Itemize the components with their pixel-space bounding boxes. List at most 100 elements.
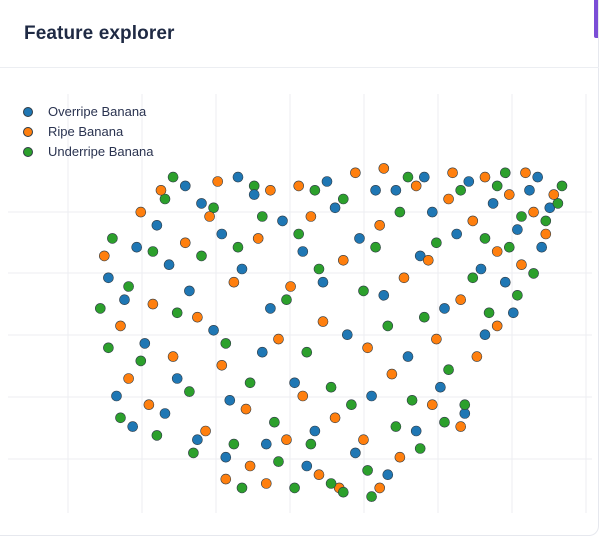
- scatter-point-series-0[interactable]: [297, 246, 309, 257]
- scatter-point-series-2[interactable]: [309, 185, 321, 196]
- scatter-point-series-1[interactable]: [167, 351, 179, 362]
- scatter-point-series-0[interactable]: [260, 438, 272, 450]
- scatter-point-series-0[interactable]: [418, 171, 430, 183]
- scatter-point-series-2[interactable]: [269, 416, 280, 428]
- scatter-point-series-2[interactable]: [293, 228, 305, 240]
- scatter-point-series-0[interactable]: [171, 373, 183, 384]
- scatter-point-series-0[interactable]: [532, 171, 544, 183]
- scatter-point-series-1[interactable]: [455, 421, 467, 432]
- scatter-point-series-0[interactable]: [378, 290, 390, 301]
- scatter-point-series-2[interactable]: [325, 478, 337, 489]
- scatter-point-series-2[interactable]: [459, 399, 471, 411]
- scatter-point-series-1[interactable]: [192, 311, 203, 323]
- scatter-point-series-2[interactable]: [115, 412, 126, 424]
- scatter-point-series-2[interactable]: [366, 491, 377, 502]
- scatter-point-series-2[interactable]: [171, 307, 183, 319]
- scatter-point-series-2[interactable]: [431, 237, 442, 249]
- scatter-point-series-2[interactable]: [289, 482, 300, 494]
- scatter-point-series-1[interactable]: [220, 473, 232, 485]
- scatter-point-series-2[interactable]: [406, 394, 418, 406]
- scatter-point-series-1[interactable]: [265, 185, 276, 196]
- scatter-point-series-1[interactable]: [147, 298, 159, 310]
- scatter-point-series-0[interactable]: [265, 303, 276, 314]
- scatter-point-series-1[interactable]: [260, 478, 272, 489]
- scatter-point-series-1[interactable]: [491, 246, 503, 257]
- scatter-point-series-1[interactable]: [426, 399, 438, 411]
- scatter-point-series-2[interactable]: [503, 241, 515, 253]
- scatter-point-series-2[interactable]: [236, 482, 248, 494]
- scatter-point-series-0[interactable]: [317, 276, 329, 288]
- scatter-point-series-0[interactable]: [354, 233, 365, 244]
- scatter-point-series-2[interactable]: [273, 456, 284, 467]
- scatter-point-series-0[interactable]: [159, 408, 171, 419]
- scatter-point-series-2[interactable]: [228, 438, 240, 450]
- scatter-point-series-0[interactable]: [341, 329, 353, 341]
- scatter-point-series-0[interactable]: [163, 259, 175, 270]
- scatter-point-series-1[interactable]: [471, 351, 483, 362]
- scatter-point-series-2[interactable]: [103, 342, 114, 354]
- scatter-point-series-0[interactable]: [301, 460, 313, 472]
- scatter-point-series-2[interactable]: [184, 386, 195, 397]
- scatter-point-series-2[interactable]: [151, 430, 163, 441]
- scatter-point-series-2[interactable]: [370, 241, 381, 253]
- scatter-point-series-2[interactable]: [479, 233, 491, 244]
- scatter-point-series-1[interactable]: [467, 215, 479, 227]
- scatter-point-series-1[interactable]: [244, 460, 256, 472]
- scatter-point-series-0[interactable]: [196, 198, 207, 209]
- scatter-point-series-2[interactable]: [443, 364, 454, 376]
- scatter-point-series-1[interactable]: [240, 403, 252, 415]
- scatter-point-series-0[interactable]: [111, 390, 122, 402]
- scatter-point-series-0[interactable]: [536, 241, 548, 253]
- scatter-point-series-1[interactable]: [422, 255, 434, 266]
- scatter-point-series-0[interactable]: [321, 176, 333, 187]
- scatter-point-series-0[interactable]: [220, 451, 232, 463]
- scatter-point-series-2[interactable]: [159, 193, 171, 205]
- scatter-point-series-2[interactable]: [402, 171, 414, 183]
- scatter-point-series-1[interactable]: [123, 373, 134, 384]
- scatter-point-series-1[interactable]: [374, 482, 386, 494]
- scatter-point-series-2[interactable]: [95, 303, 106, 314]
- scatter-point-series-0[interactable]: [256, 346, 268, 358]
- scatter-point-series-0[interactable]: [350, 447, 361, 459]
- scatter-point-series-2[interactable]: [305, 438, 317, 450]
- scatter-point-series-0[interactable]: [512, 224, 523, 235]
- scatter-point-series-1[interactable]: [337, 255, 349, 266]
- scatter-point-series-0[interactable]: [289, 377, 300, 389]
- scatter-point-series-1[interactable]: [503, 189, 515, 200]
- scatter-point-series-1[interactable]: [281, 434, 292, 446]
- scatter-point-series-2[interactable]: [337, 193, 349, 205]
- scatter-point-series-0[interactable]: [309, 425, 321, 437]
- scatter-point-series-1[interactable]: [362, 342, 373, 354]
- scatter-point-series-2[interactable]: [362, 465, 373, 476]
- scatter-point-series-1[interactable]: [455, 294, 467, 305]
- scatter-point-series-1[interactable]: [293, 180, 305, 192]
- scatter-point-series-1[interactable]: [305, 211, 317, 222]
- scatter-point-series-2[interactable]: [467, 272, 479, 284]
- scatter-point-series-0[interactable]: [475, 263, 487, 275]
- scatter-point-series-0[interactable]: [139, 338, 151, 349]
- scatter-point-series-0[interactable]: [487, 198, 499, 209]
- scatter-point-series-2[interactable]: [499, 167, 511, 179]
- scatter-point-series-1[interactable]: [228, 276, 240, 288]
- scatter-point-series-1[interactable]: [115, 320, 126, 332]
- scatter-point-series-0[interactable]: [119, 294, 130, 305]
- scatter-point-series-2[interactable]: [512, 290, 523, 301]
- scatter-point-series-2[interactable]: [325, 381, 337, 393]
- scatter-point-series-1[interactable]: [394, 451, 406, 463]
- scatter-point-series-2[interactable]: [301, 346, 313, 358]
- scatter-point-series-0[interactable]: [103, 272, 114, 284]
- scatter-point-series-2[interactable]: [418, 311, 430, 323]
- scatter-point-series-1[interactable]: [520, 167, 531, 179]
- scatter-point-series-2[interactable]: [390, 421, 402, 432]
- scatter-point-series-0[interactable]: [224, 394, 236, 406]
- scatter-point-series-0[interactable]: [277, 215, 288, 227]
- scatter-point-series-0[interactable]: [439, 303, 450, 314]
- scatter-point-series-0[interactable]: [414, 250, 426, 262]
- scatter-point-series-0[interactable]: [507, 307, 519, 319]
- scatter-point-series-1[interactable]: [313, 469, 325, 481]
- scatter-point-series-0[interactable]: [329, 202, 341, 214]
- scatter-point-series-0[interactable]: [390, 185, 402, 196]
- scatter-point-series-2[interactable]: [256, 211, 268, 222]
- scatter-point-series-1[interactable]: [180, 237, 191, 249]
- scatter-point-series-1[interactable]: [297, 390, 309, 402]
